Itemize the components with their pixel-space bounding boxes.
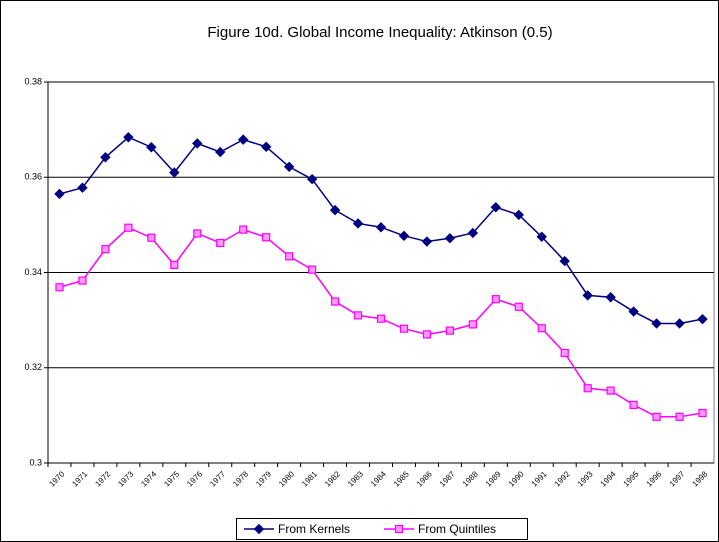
point [468, 320, 477, 329]
point [352, 218, 364, 229]
point [216, 238, 225, 248]
point [55, 283, 64, 292]
point [329, 204, 341, 216]
point [237, 134, 249, 145]
legend-box [236, 518, 528, 540]
point [353, 311, 363, 320]
point [376, 314, 386, 323]
point [78, 276, 87, 285]
point [628, 306, 639, 317]
point [513, 209, 525, 221]
point [674, 318, 685, 329]
point [54, 188, 65, 200]
point [490, 202, 502, 213]
point [583, 384, 592, 393]
point [169, 167, 180, 178]
y-tick-label: 0.3 [29, 457, 42, 467]
point [629, 400, 638, 409]
point [606, 386, 615, 395]
point [444, 233, 456, 244]
point [239, 225, 248, 234]
y-tick-label: 0.34 [24, 267, 42, 277]
y-tick-label: 0.36 [24, 172, 42, 182]
y-tick-label: 0.38 [24, 76, 42, 86]
point [514, 302, 523, 311]
point [537, 324, 546, 333]
point [170, 260, 179, 269]
point [582, 290, 593, 301]
point [651, 318, 662, 329]
point [559, 255, 570, 267]
point [147, 233, 156, 242]
point [698, 408, 707, 418]
point [605, 292, 616, 303]
point [375, 222, 387, 233]
legend-label: From Quintiles [418, 522, 496, 536]
point [421, 236, 433, 247]
point [560, 348, 569, 358]
point [652, 412, 661, 421]
point [123, 132, 134, 143]
point [467, 227, 479, 239]
point [101, 245, 110, 254]
point [215, 146, 226, 158]
point [330, 297, 340, 306]
point [285, 252, 294, 261]
point [445, 326, 454, 335]
point [675, 412, 684, 421]
point [193, 229, 202, 238]
point [398, 230, 410, 242]
point [283, 161, 295, 172]
point [697, 313, 708, 325]
point [260, 141, 272, 152]
point [536, 231, 547, 242]
point [100, 152, 111, 163]
point [422, 330, 432, 339]
point [491, 295, 500, 304]
point [262, 233, 271, 242]
y-tick-label: 0.32 [24, 362, 42, 372]
point [399, 324, 409, 333]
point [306, 173, 318, 185]
point [394, 524, 404, 534]
point [192, 138, 203, 149]
point [146, 142, 157, 153]
chart-title: Figure 10d. Global Income Inequality: At… [207, 24, 552, 41]
point [253, 523, 265, 535]
point [77, 182, 88, 193]
legend-label: From Kernels [278, 522, 350, 536]
point [308, 265, 317, 274]
point [124, 223, 133, 232]
